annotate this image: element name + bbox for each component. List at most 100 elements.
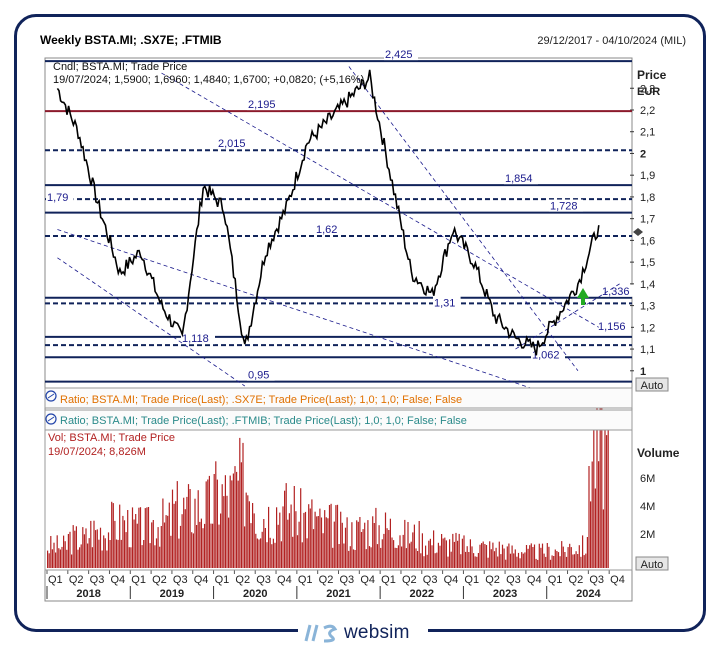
volume-bar — [503, 548, 505, 568]
volume-bar — [606, 435, 608, 568]
volume-bar — [200, 518, 202, 568]
volume-bar — [428, 540, 430, 568]
volume-bar — [434, 553, 436, 568]
level-label: 2,425 — [385, 49, 413, 61]
volume-bar — [301, 542, 303, 568]
volume-bar — [425, 545, 427, 568]
volume-bar — [388, 530, 390, 568]
volume-bar — [218, 524, 220, 568]
volume-bar — [256, 538, 258, 568]
volume-bar — [368, 546, 371, 568]
volume-bar — [90, 520, 92, 568]
volume-bar — [191, 532, 193, 568]
price-legend-title: Cndl; BSTA.MI; Trade Price — [53, 61, 187, 73]
volume-bar — [48, 553, 50, 568]
volume-bar — [317, 516, 319, 568]
x-tick-year: 2020 — [243, 588, 267, 600]
volume-bar — [481, 543, 483, 568]
volume-auto-label: Auto — [641, 559, 664, 571]
volume-bar — [223, 496, 225, 568]
volume-bar — [202, 528, 204, 568]
price-legend-values: 19/07/2024; 1,5900; 1,6960; 1,4840; 1,67… — [53, 74, 364, 86]
volume-bar — [333, 521, 335, 568]
volume-bar — [112, 503, 114, 568]
volume-bar — [143, 540, 145, 568]
volume-bar — [573, 554, 576, 568]
volume-bar — [159, 546, 161, 568]
x-tick-quarter: Q3 — [589, 574, 604, 586]
x-tick-year: 2018 — [76, 588, 100, 600]
volume-bar — [570, 547, 572, 568]
volume-bar — [205, 481, 207, 568]
volume-bar — [303, 512, 305, 568]
volume-bar — [107, 532, 110, 568]
volume-bar — [72, 525, 74, 568]
level-label-bg — [217, 137, 251, 150]
volume-bar — [263, 519, 265, 568]
volume-bar — [460, 554, 462, 568]
volume-bar — [601, 402, 603, 568]
up-arrow-icon — [577, 288, 589, 305]
volume-bar — [186, 496, 188, 568]
volume-bar — [125, 532, 127, 568]
x-tick-quarter: Q3 — [173, 574, 188, 586]
level-label: 0,95 — [248, 370, 269, 382]
volume-bar — [452, 533, 454, 568]
x-tick-quarter: Q3 — [340, 574, 355, 586]
x-tick-quarter: Q4 — [527, 574, 542, 586]
level-label-bg — [315, 223, 343, 236]
volume-tick-2m: 2M — [640, 529, 655, 541]
volume-bar — [604, 430, 606, 568]
volume-bar — [101, 550, 103, 568]
volume-bar — [300, 488, 302, 568]
volume-bar — [370, 547, 372, 568]
price-y-tick: 1,5 — [640, 257, 655, 269]
level-label-bg — [504, 172, 538, 185]
volume-bar — [245, 492, 247, 568]
volume-bar — [50, 536, 52, 568]
volume-bar — [296, 535, 299, 568]
volume-bar — [247, 495, 249, 568]
volume-bar — [58, 548, 60, 568]
volume-bar — [231, 480, 233, 568]
volume-bar — [554, 549, 556, 568]
volume-bar — [372, 516, 374, 568]
volume-bar — [160, 526, 162, 568]
volume-bar — [431, 545, 433, 568]
volume-bar — [514, 549, 516, 568]
volume-auto-button[interactable] — [635, 556, 669, 571]
level-label: 1,336 — [602, 286, 630, 298]
volume-bar — [348, 550, 350, 568]
volume-bar — [232, 473, 234, 568]
volume-bar — [540, 547, 542, 568]
volume-bar — [524, 552, 526, 568]
price-axis-title: Price — [637, 68, 667, 82]
volume-bar — [594, 488, 596, 568]
price-auto-button[interactable] — [635, 377, 669, 392]
volume-bar — [386, 528, 388, 568]
websim-logo-icon — [304, 624, 338, 643]
volume-bar — [47, 550, 49, 568]
volume-bar — [240, 462, 242, 568]
volume-bar — [268, 506, 270, 568]
ratio-1-legend: Ratio; BSTA.MI; Trade Price(Last); .SX7E… — [60, 394, 462, 406]
volume-bar — [537, 559, 539, 568]
volume-bar — [458, 533, 460, 568]
volume-bar — [114, 520, 116, 568]
level-label: 1,62 — [316, 224, 337, 236]
volume-bar — [144, 508, 146, 568]
volume-bar — [189, 489, 191, 568]
volume-bar — [409, 543, 411, 568]
price-y-tick: 1,9 — [640, 170, 655, 182]
volume-bar — [192, 533, 194, 568]
volume-bar — [436, 552, 438, 568]
volume-bar — [276, 507, 278, 568]
volume-bar — [556, 551, 558, 568]
volume-bar — [529, 545, 531, 568]
x-tick-quarter: Q4 — [610, 574, 625, 586]
volume-bar — [168, 502, 170, 568]
volume-bar — [229, 475, 231, 568]
volume-bar — [482, 541, 484, 568]
volume-bar — [255, 533, 257, 568]
volume-bar — [292, 536, 294, 568]
